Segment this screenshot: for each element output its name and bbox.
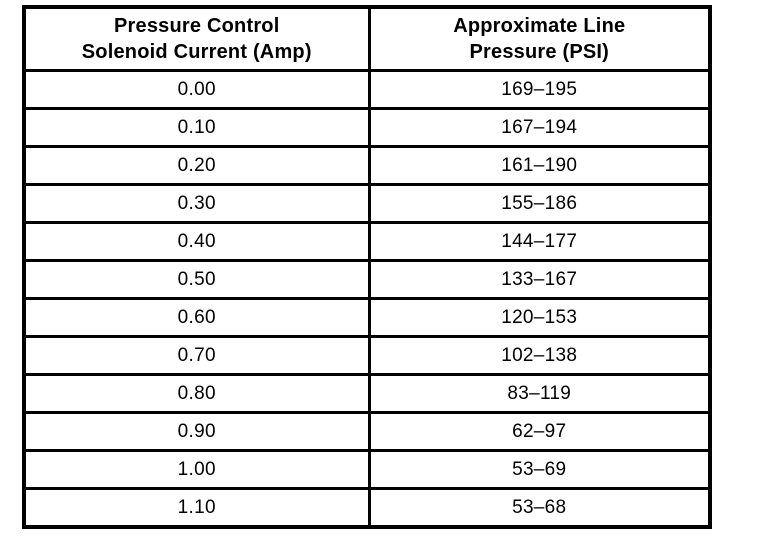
current-cell: 0.40 [22,221,371,262]
table-row: 0.70 102–138 [22,335,712,376]
pressure-cell: 62–97 [367,411,712,452]
pressure-cell: 133–167 [367,259,712,300]
col-header-line-pressure: Approximate Line Pressure (PSI) [367,5,712,72]
header-line: Approximate Line [453,15,626,37]
pressure-cell: 53–69 [367,449,712,490]
current-cell: 0.30 [22,183,371,224]
table-row: 1.10 53–68 [22,487,712,529]
pressure-solenoid-table: Pressure Control Solenoid Current (Amp) … [22,5,712,529]
pressure-cell: 120–153 [367,297,712,338]
current-cell: 0.60 [22,297,371,338]
table-row: 0.50 133–167 [22,259,712,300]
table-row: 0.80 83–119 [22,373,712,414]
table-row: 0.60 120–153 [22,297,712,338]
pressure-cell: 144–177 [367,221,712,262]
pressure-cell: 169–195 [367,69,712,110]
pressure-cell: 83–119 [367,373,712,414]
table-row: 0.20 161–190 [22,145,712,186]
table-row: 1.00 53–69 [22,449,712,490]
current-cell: 1.00 [22,449,371,490]
table-row: 0.10 167–194 [22,107,712,148]
pressure-cell: 167–194 [367,107,712,148]
current-cell: 0.70 [22,335,371,376]
current-cell: 0.00 [22,69,371,110]
pressure-cell: 53–68 [367,487,712,529]
header-line: Pressure (PSI) [469,41,610,63]
pressure-cell: 155–186 [367,183,712,224]
pressure-cell: 161–190 [367,145,712,186]
table-row: 0.90 62–97 [22,411,712,452]
table-row: 0.40 144–177 [22,221,712,262]
header-line: Solenoid Current (Amp) [81,41,312,63]
pressure-cell: 102–138 [367,335,712,376]
current-cell: 0.50 [22,259,371,300]
table-row: 0.00 169–195 [22,69,712,110]
current-cell: 0.80 [22,373,371,414]
table-row: 0.30 155–186 [22,183,712,224]
current-cell: 0.90 [22,411,371,452]
col-header-solenoid-current: Pressure Control Solenoid Current (Amp) [22,5,371,72]
current-cell: 0.10 [22,107,371,148]
current-cell: 0.20 [22,145,371,186]
header-row: Pressure Control Solenoid Current (Amp) … [22,5,712,72]
header-line: Pressure Control [114,15,280,37]
current-cell: 1.10 [22,487,371,529]
